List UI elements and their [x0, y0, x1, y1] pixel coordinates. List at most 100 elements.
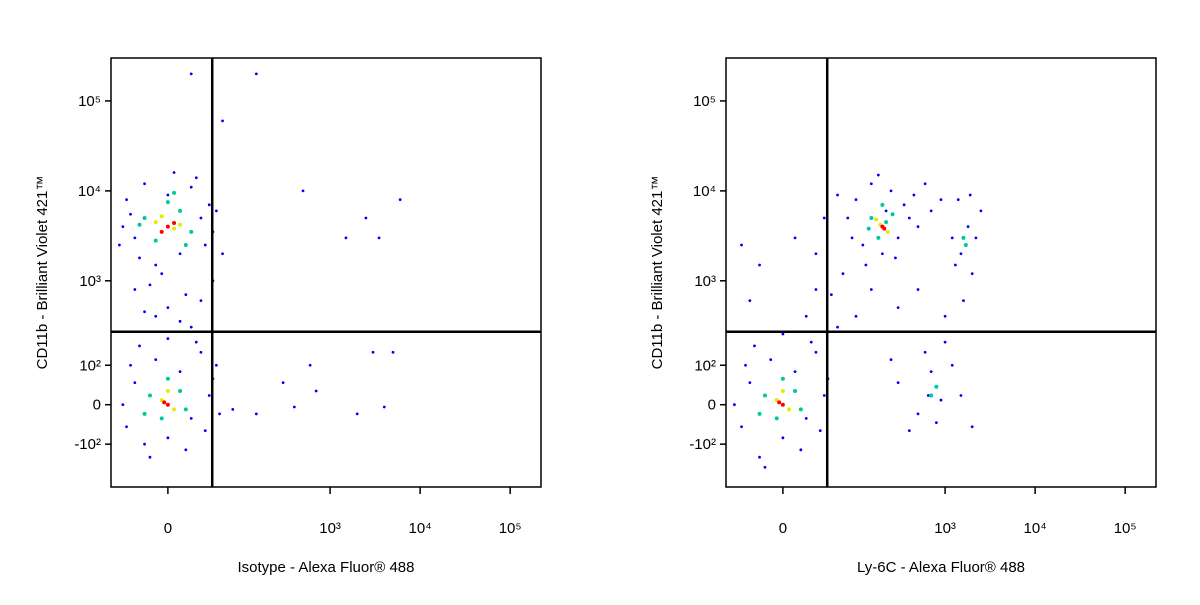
event-dot	[814, 252, 818, 256]
event-dot	[301, 189, 305, 193]
event-dot	[854, 198, 858, 202]
event-dot	[896, 306, 900, 310]
event-dot	[154, 314, 158, 318]
event-dot	[923, 182, 927, 186]
y-tick-label: 10⁴	[693, 183, 716, 200]
event-dot	[143, 310, 146, 314]
event-dot	[172, 407, 177, 412]
x-tick-label: 10⁴	[1024, 520, 1047, 537]
event-dot	[159, 229, 164, 234]
event-dot	[902, 203, 906, 207]
event-dot	[194, 340, 198, 344]
event-dot	[178, 222, 183, 227]
event-dot	[916, 412, 920, 416]
event-dot	[143, 442, 146, 446]
event-dot	[153, 220, 158, 225]
event-dot	[793, 389, 798, 394]
event-dot	[896, 236, 900, 240]
event-dot	[963, 243, 968, 248]
event-dot	[818, 429, 822, 433]
y-tick-label: 10²	[694, 357, 716, 374]
event-dot	[133, 381, 137, 385]
event-dot	[194, 176, 198, 180]
event-dot	[159, 214, 164, 219]
event-dot	[165, 200, 170, 205]
event-dot	[344, 236, 348, 240]
event-dot	[916, 225, 920, 229]
event-dot	[166, 436, 170, 440]
event-dot	[147, 393, 152, 398]
event-dot	[377, 236, 381, 240]
event-dot	[166, 337, 170, 341]
y-axis-title: CD11b - Brilliant Violet 421™	[34, 176, 51, 370]
event-dot	[793, 236, 797, 240]
event-dot	[884, 209, 888, 213]
event-dot	[138, 344, 141, 348]
event-dot	[203, 429, 207, 433]
y-tick-label: 0	[93, 397, 101, 414]
event-dot	[178, 370, 182, 374]
y-tick-label: 10⁵	[693, 93, 716, 110]
event-dot	[165, 224, 170, 229]
event-dot	[953, 263, 957, 267]
event-dot	[314, 389, 318, 393]
event-dot	[929, 209, 933, 213]
event-dot	[129, 363, 132, 367]
event-dot	[884, 220, 889, 225]
event-dot	[308, 363, 312, 367]
event-dot	[189, 325, 193, 329]
event-dot	[962, 299, 965, 303]
event-dot	[183, 243, 188, 248]
event-dot	[876, 235, 881, 240]
event-dot	[882, 226, 887, 231]
event-dot	[781, 332, 785, 336]
event-dot	[189, 416, 193, 420]
event-dot	[138, 256, 141, 260]
event-dot	[159, 416, 164, 421]
plot-frame	[725, 57, 1157, 488]
event-dot	[254, 412, 258, 416]
event-dot	[214, 209, 218, 213]
event-dot	[943, 314, 947, 318]
event-dot	[221, 252, 224, 256]
event-dot	[956, 198, 960, 202]
event-dot	[292, 405, 296, 409]
event-dot	[866, 226, 871, 231]
event-dot	[907, 429, 911, 433]
event-dot	[814, 288, 818, 291]
event-dot	[869, 215, 874, 220]
event-dot	[162, 400, 167, 405]
y-tick-label: 10⁴	[78, 183, 101, 200]
event-dot	[780, 389, 785, 394]
y-tick-label: 10³	[79, 273, 101, 290]
event-dot	[744, 363, 747, 367]
x-tick-label: 0	[164, 520, 172, 537]
event-dot	[889, 189, 893, 193]
event-dot	[758, 263, 761, 267]
event-dot	[950, 236, 954, 240]
event-dot	[763, 465, 767, 469]
plot	[733, 173, 983, 469]
event-dot	[929, 370, 933, 374]
event-dot	[780, 402, 785, 407]
event-dot	[172, 220, 177, 225]
event-dot	[160, 272, 164, 276]
event-dot	[961, 235, 966, 240]
event-dot	[804, 314, 808, 318]
event-dot	[885, 229, 890, 234]
event-dot	[203, 243, 207, 247]
event-dot	[874, 217, 879, 222]
event-dot	[154, 263, 158, 267]
event-dot	[189, 72, 193, 76]
event-dot	[869, 182, 873, 186]
event-dot	[912, 193, 916, 197]
y-tick-label: -10²	[74, 436, 101, 453]
event-dot	[199, 299, 203, 303]
event-dot	[398, 198, 402, 202]
y-tick-label: 10⁵	[78, 93, 101, 110]
event-dot	[880, 202, 885, 207]
event-dot	[822, 216, 826, 220]
event-dot	[148, 455, 152, 459]
event-dot	[281, 381, 285, 385]
event-dot	[896, 381, 900, 385]
